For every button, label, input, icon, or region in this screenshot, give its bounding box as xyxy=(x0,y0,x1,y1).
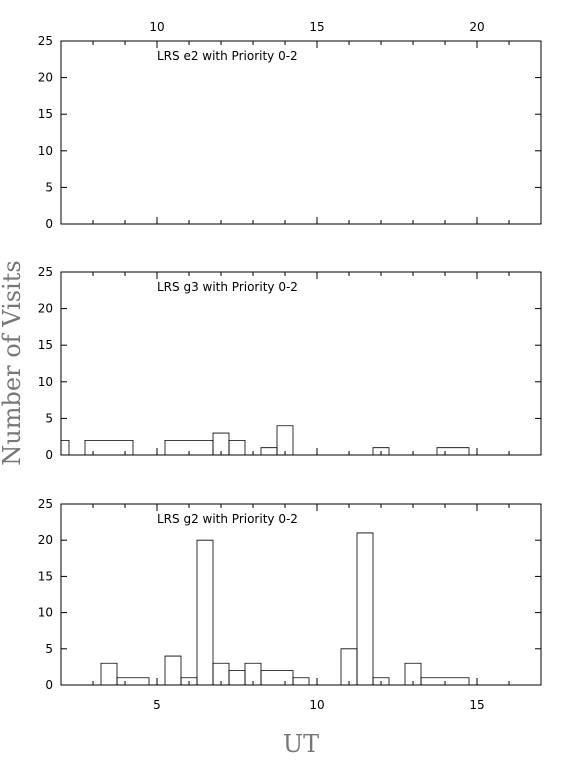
histogram-bin xyxy=(260,670,294,685)
y-tick-label: 10 xyxy=(38,606,53,620)
top-x-tick-label: 10 xyxy=(149,20,164,34)
y-tick-label: 20 xyxy=(38,533,53,547)
panel-frame xyxy=(60,40,542,225)
top-x-tick-label: 15 xyxy=(309,20,324,34)
histogram-bin xyxy=(372,677,390,685)
y-tick-label: 0 xyxy=(45,217,53,231)
histogram-bin xyxy=(164,655,182,685)
panel-frame xyxy=(60,271,542,456)
histogram-bin xyxy=(356,532,374,685)
panel-title: LRS g2 with Priority 0-2 xyxy=(157,512,298,526)
panel-frame xyxy=(60,503,542,686)
histogram-bin xyxy=(228,670,246,685)
y-tick-label: 5 xyxy=(45,180,53,194)
y-tick-label: 15 xyxy=(38,569,53,583)
panel-3: 0 5 10 15 20 25 LRS g2 with Priority 0-2 xyxy=(38,497,542,692)
bottom-x-tick-label: 10 xyxy=(309,698,324,712)
histogram-bin xyxy=(372,447,390,455)
y-tick-label: 15 xyxy=(38,338,53,352)
histogram-bin xyxy=(196,539,214,685)
bottom-x-tick-label: 5 xyxy=(153,698,161,712)
y-tick-label: 5 xyxy=(45,411,53,425)
y-tick-label: 0 xyxy=(45,448,53,462)
y-tick-label: 25 xyxy=(38,497,53,511)
panel-1: 0 5 10 15 20 25 LRS e2 with Priority 0-2 xyxy=(38,34,542,231)
bottom-x-tick-label: 15 xyxy=(469,698,484,712)
histogram-bin xyxy=(420,677,470,685)
histogram-bin xyxy=(60,439,70,455)
histogram-bin xyxy=(276,425,294,455)
y-axis-label: Number of Visits xyxy=(0,260,26,465)
y-tick-label: 10 xyxy=(38,144,53,158)
y-tick-label: 0 xyxy=(45,678,53,692)
y-tick-label: 15 xyxy=(38,107,53,121)
histogram-bin xyxy=(292,677,310,685)
histogram-bin xyxy=(228,439,246,455)
y-tick-label: 25 xyxy=(38,34,53,48)
y-tick-label: 5 xyxy=(45,642,53,656)
panels: 0 5 10 15 20 25 LRS e2 with Priority 0-2 0 5 10 15… xyxy=(38,20,542,712)
y-tick-label: 10 xyxy=(38,375,53,389)
y-tick-label: 20 xyxy=(38,71,53,85)
histogram-bin xyxy=(340,648,358,685)
x-axis-label: UT xyxy=(283,730,319,758)
y-tick-label: 20 xyxy=(38,302,53,316)
histogram-bin xyxy=(436,447,470,455)
panel-title: LRS g3 with Priority 0-2 xyxy=(157,280,298,294)
histogram-bin xyxy=(84,439,134,455)
histogram-bin xyxy=(260,447,278,455)
histogram-bin xyxy=(116,677,150,685)
y-tick-label: 25 xyxy=(38,265,53,279)
panel-title: LRS e2 with Priority 0-2 xyxy=(157,49,298,63)
histogram-bin xyxy=(100,662,118,685)
histogram-bin xyxy=(404,662,422,685)
top-x-tick-label: 20 xyxy=(469,20,484,34)
panel-2: 0 5 10 15 20 25 LRS g3 with Priority 0-2 xyxy=(38,265,542,462)
